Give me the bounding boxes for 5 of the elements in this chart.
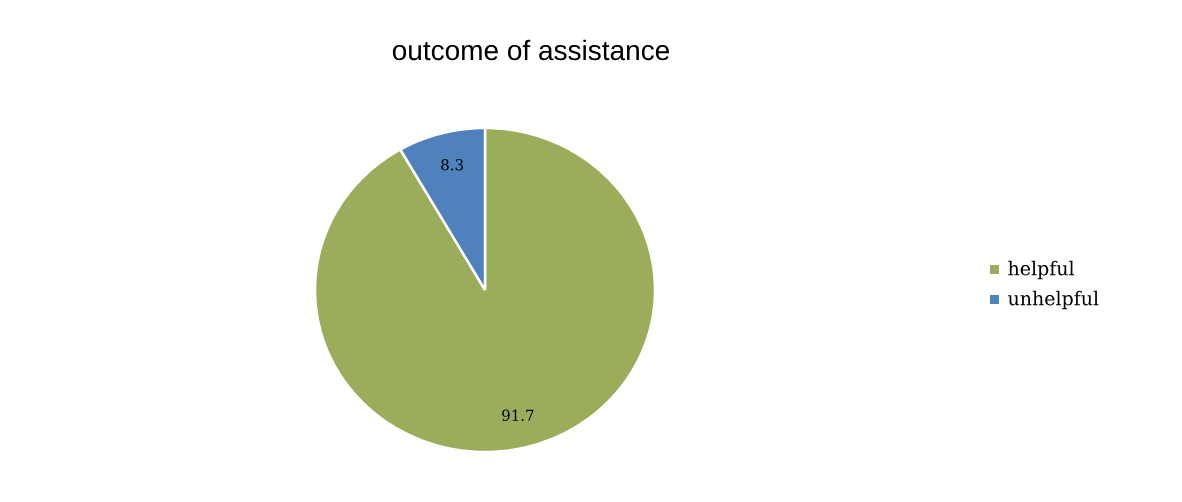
legend-label: unhelpful xyxy=(1008,290,1099,310)
data-label: 8.3 xyxy=(441,159,463,171)
legend-label: helpful xyxy=(1008,260,1075,280)
chart-title: outcome of assistance xyxy=(392,39,670,61)
data-label: 91.7 xyxy=(502,409,534,421)
